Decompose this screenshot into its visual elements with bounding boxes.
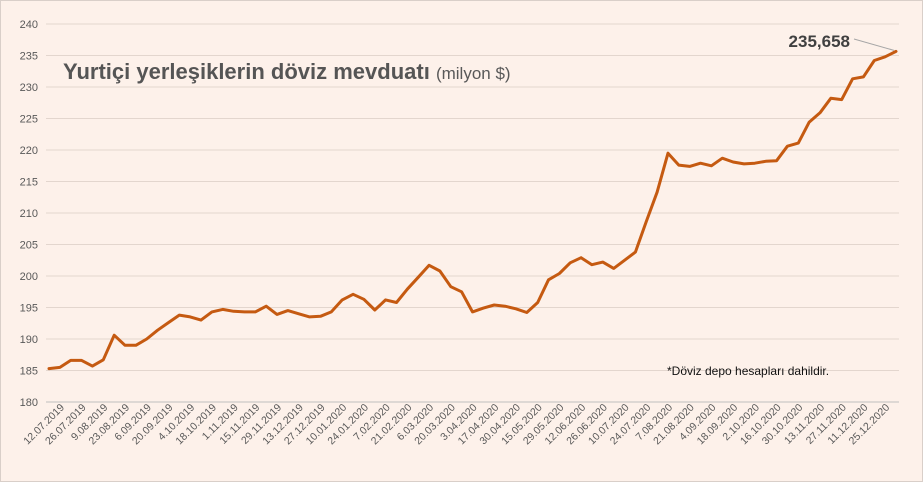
y-tick-label: 230 bbox=[20, 82, 38, 94]
last-value-label: 235,658 bbox=[789, 32, 850, 51]
chart-title-unit: (milyon $) bbox=[435, 64, 511, 83]
y-axis-ticks: 180 185 190 195 200 205 210 215 220 225 230 235 240 bbox=[20, 19, 38, 409]
y-tick-label: 195 bbox=[20, 303, 38, 315]
series-line bbox=[47, 49, 898, 371]
y-tick-label: 190 bbox=[20, 334, 38, 346]
chart-footnote: *Döviz depo hesapları dahildir. bbox=[667, 364, 830, 378]
y-tick-label: 210 bbox=[20, 208, 38, 220]
x-axis-ticks: 12.07.201926.07.20199.08.201923.08.20196… bbox=[21, 402, 892, 448]
chart-title: Yurtiçi yerleşiklerin döviz mevduatı (mi… bbox=[63, 59, 511, 85]
y-tick-label: 225 bbox=[20, 114, 38, 126]
y-tick-label: 185 bbox=[20, 366, 38, 378]
y-tick-label: 180 bbox=[20, 397, 38, 409]
chart-title-text: Yurtiçi yerleşiklerin döviz mevduatı bbox=[63, 59, 430, 84]
last-value-leader-line bbox=[853, 38, 895, 51]
y-tick-label: 205 bbox=[20, 240, 38, 252]
y-tick-label: 215 bbox=[20, 177, 38, 189]
y-tick-label: 200 bbox=[20, 271, 38, 283]
y-tick-label: 240 bbox=[20, 19, 38, 31]
y-tick-label: 220 bbox=[20, 145, 38, 157]
y-tick-label: 235 bbox=[20, 51, 38, 63]
gridlines bbox=[46, 23, 899, 371]
